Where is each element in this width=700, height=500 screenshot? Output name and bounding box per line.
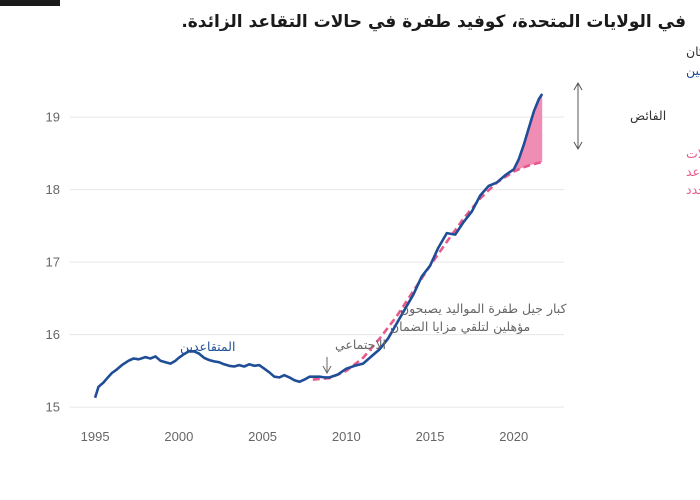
x-tick-label: 2005 [248,429,277,444]
y-tick-label: 17 [46,255,60,270]
actual-retirees-label: المتقاعدين الفعليين [686,63,700,79]
x-axis-ticks: 1995 2000 2005 2010 2015 2020 [81,429,529,444]
boomers-annotation-line3: الاجتماعي [335,337,386,352]
boomers-annotation-line1: كبار جيل طفرة المواليد يصبحون [400,301,567,317]
x-tick-label: 2000 [164,429,193,444]
surplus-label: الفائض [630,108,666,124]
retirees-label: المتقاعدين [180,339,235,355]
expected-label-line1: توقع حالات [686,146,700,162]
boomers-arrow [322,357,332,375]
y-axis-ticks: 15 16 17 18 19 [46,110,60,415]
grid-lines [70,116,564,408]
y-tick-label: 16 [46,327,60,342]
top-accent-bar [0,0,60,6]
x-tick-label: 2015 [416,429,445,444]
x-tick-label: 1995 [81,429,110,444]
y-tick-label: 15 [46,400,60,415]
expected-retirees-dashed-line [312,160,543,381]
x-tick-label: 2020 [499,429,528,444]
boomers-annotation-line2: مؤهلين لتلقي مزايا الضمان [390,319,530,335]
x-tick-label: 2010 [332,429,361,444]
expected-label-line2: التقاعد [686,164,700,179]
y-tick-label: 18 [46,182,60,197]
y-tick-label: 19 [46,110,60,125]
chart-title: في الولايات المتحدة، كوفيد طفرة في حالات… [181,12,686,32]
expected-label-line3: للمواليد الجدد [686,182,700,198]
actual-retirees-line [93,93,544,399]
y-unit-label: % من السكان [686,44,700,60]
surplus-arrow [573,81,583,151]
